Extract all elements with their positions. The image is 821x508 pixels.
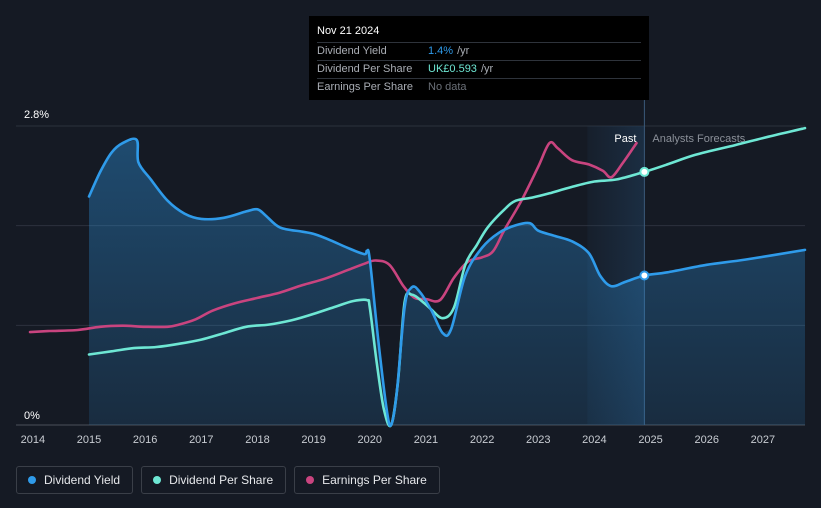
tooltip-row-dividend-per-share: Dividend Per Share UK£0.593 /yr <box>317 60 641 78</box>
x-tick-label: 2019 <box>301 434 325 446</box>
legend-label: Earnings Per Share <box>322 473 427 487</box>
legend-item-earnings-per-share[interactable]: Earnings Per Share <box>294 466 440 494</box>
x-tick-label: 2016 <box>133 434 157 446</box>
tooltip-row-dividend-yield: Dividend Yield 1.4% /yr <box>317 42 641 60</box>
legend-label: Dividend Yield <box>44 473 121 487</box>
past-label: Past <box>614 133 636 145</box>
earnings-per-share-line <box>28 140 638 334</box>
forecast-label: Analysts Forecasts <box>652 133 745 145</box>
legend-item-dividend-yield[interactable]: Dividend Yield <box>16 466 134 494</box>
x-tick-label: 2025 <box>638 434 662 446</box>
legend-dot-icon <box>153 476 162 484</box>
dividend-yield-area <box>89 139 805 425</box>
tooltip-value: No data <box>428 81 467 93</box>
dividend-per-share-line <box>87 126 807 428</box>
x-tick-label: 2022 <box>470 434 494 446</box>
legend-dot-icon <box>306 476 315 484</box>
tooltip: Nov 21 2024 Dividend Yield 1.4% /yr Divi… <box>309 16 649 100</box>
tooltip-unit: /yr <box>457 45 470 57</box>
tooltip-date: Nov 21 2024 <box>317 25 380 37</box>
y-tick-label-bottom: 0% <box>24 410 40 422</box>
x-tick-label: 2015 <box>77 434 101 446</box>
legend-dot-icon <box>28 476 36 484</box>
dividend-per-share-marker <box>639 166 650 177</box>
x-tick-label: 2027 <box>751 434 775 446</box>
tooltip-label: Earnings Per Share <box>317 81 413 93</box>
tooltip-value: 1.4% <box>428 45 454 57</box>
tooltip-value: UK£0.593 <box>428 63 477 75</box>
dividend-yield-line <box>87 137 807 427</box>
x-tick-label: 2021 <box>414 434 438 446</box>
tooltip-label: Dividend Yield <box>317 45 387 57</box>
x-tick-label: 2024 <box>582 434 606 446</box>
x-tick-label: 2014 <box>21 434 45 446</box>
legend: Dividend Yield Dividend Per Share Earnin… <box>16 466 440 494</box>
x-tick-label: 2020 <box>358 434 382 446</box>
x-tick-label: 2017 <box>189 434 213 446</box>
y-tick-label-top: 2.8% <box>24 109 49 121</box>
x-tick-label: 2023 <box>526 434 550 446</box>
x-tick-label: 2018 <box>245 434 269 446</box>
x-tick-label: 2026 <box>694 434 718 446</box>
legend-item-dividend-per-share[interactable]: Dividend Per Share <box>141 466 287 494</box>
dividend-yield-marker <box>639 270 650 281</box>
legend-label: Dividend Per Share <box>169 473 274 487</box>
tooltip-label: Dividend Per Share <box>317 63 413 75</box>
tooltip-unit: /yr <box>480 63 494 75</box>
tooltip-row-earnings-per-share: Earnings Per Share No data <box>317 78 641 96</box>
